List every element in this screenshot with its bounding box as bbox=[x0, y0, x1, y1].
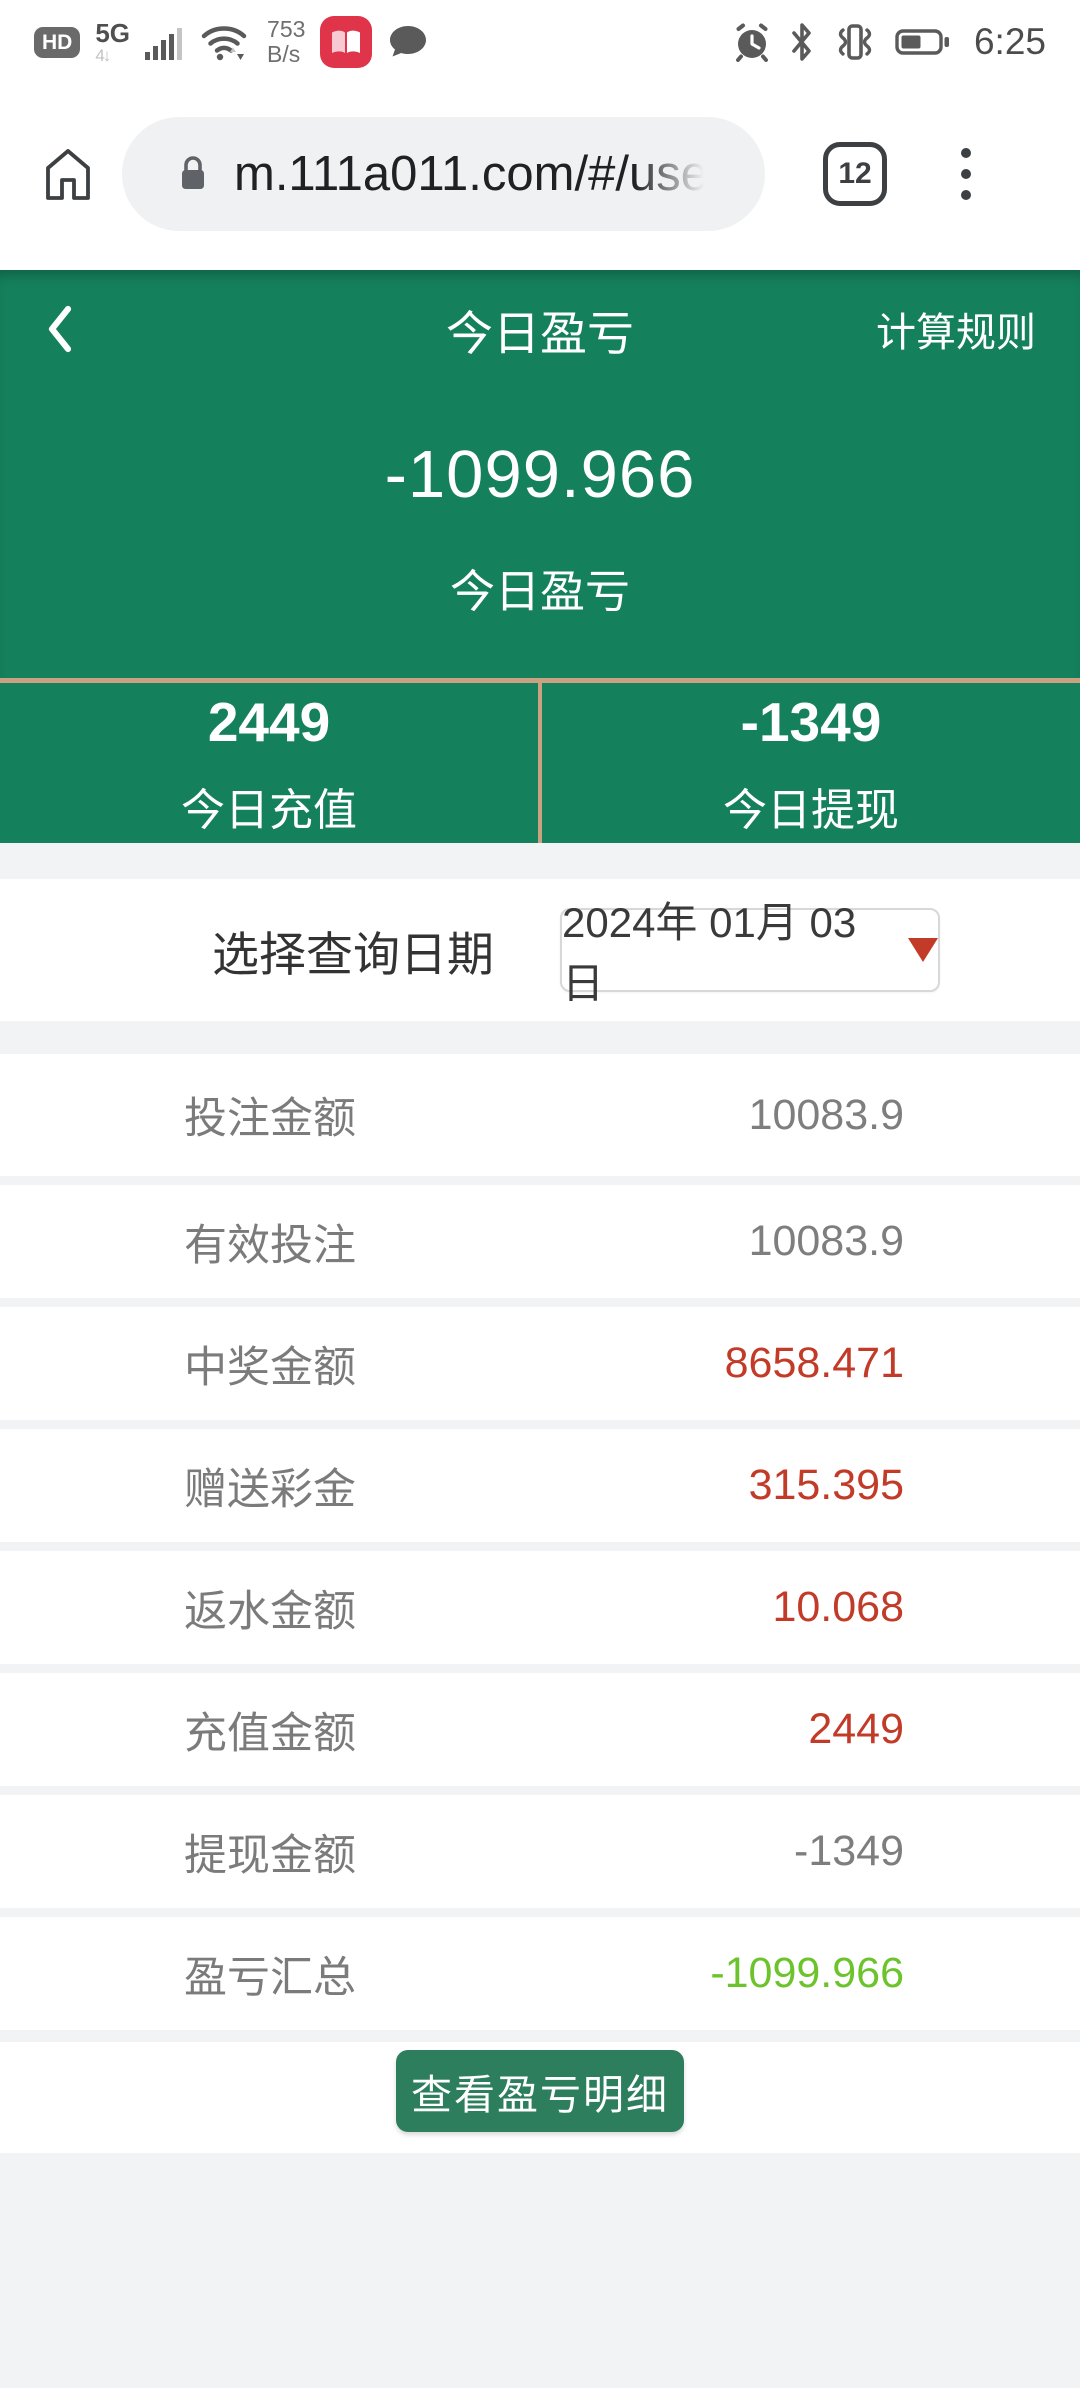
footer-spacer bbox=[0, 2153, 1080, 2388]
table-row-winnings: 中奖金额 8658.471 bbox=[0, 1298, 1080, 1420]
wifi-icon bbox=[200, 22, 248, 62]
bluetooth-icon bbox=[789, 21, 815, 63]
address-bar[interactable]: m.111a011.com/#/user bbox=[122, 117, 765, 231]
browser-toolbar: m.111a011.com/#/user 12 bbox=[0, 78, 1080, 270]
url-fade bbox=[634, 146, 704, 202]
today-deposit-label: 今日充值 bbox=[181, 786, 357, 835]
stats-vertical-divider bbox=[538, 683, 542, 843]
alarm-icon bbox=[732, 22, 772, 62]
table-row-deposit: 充值金额 2449 bbox=[0, 1664, 1080, 1786]
table-row-withdraw: 提现金额 -1349 bbox=[0, 1786, 1080, 1908]
today-deposit-value: 2449 bbox=[207, 691, 331, 753]
today-withdraw-stat: -1349 今日提现 bbox=[542, 683, 1080, 843]
home-button[interactable] bbox=[36, 142, 100, 206]
browser-menu-button[interactable] bbox=[951, 138, 981, 210]
date-select-value: 2024年 01月 03日 bbox=[562, 899, 857, 1007]
calc-rules-link[interactable]: 计算规则 bbox=[876, 311, 1036, 355]
today-withdraw-label: 今日提现 bbox=[723, 786, 899, 835]
today-stats: 2449 今日充值 -1349 今日提现 bbox=[0, 683, 1080, 843]
tan-divider bbox=[0, 678, 1080, 683]
clock-time: 6:25 bbox=[973, 21, 1046, 62]
status-right-cluster: 6:25 bbox=[732, 21, 1046, 63]
summary-table: 投注金额 10083.9 有效投注 10083.9 中奖金额 8658.471 … bbox=[0, 1054, 1080, 2030]
vibrate-icon bbox=[832, 21, 878, 63]
page-header-block: 今日盈亏 计算规则 -1099.966 今日盈亏 bbox=[0, 270, 1080, 678]
section-gap bbox=[0, 2030, 1080, 2042]
url-text: m.111a011.com/#/user bbox=[234, 146, 704, 202]
today-profit-label: 今日盈亏 bbox=[449, 566, 630, 617]
date-picker-label: 选择查询日期 bbox=[212, 927, 494, 981]
network-5g-indicator: 5G 4↓ bbox=[95, 18, 131, 65]
view-profit-detail-button[interactable]: 查看盈亏明细 bbox=[396, 2050, 684, 2132]
signal-bars-icon bbox=[145, 24, 185, 60]
date-select[interactable]: 2024年 01月 03日 bbox=[560, 899, 940, 1007]
reading-app-notification-icon bbox=[320, 16, 373, 68]
table-row-bet-amount: 投注金额 10083.9 bbox=[0, 1054, 1080, 1176]
table-row-bonus: 赠送彩金 315.395 bbox=[0, 1420, 1080, 1542]
caret-down-icon bbox=[908, 938, 938, 962]
section-gap bbox=[0, 843, 1080, 879]
section-gap bbox=[0, 1021, 1080, 1054]
chat-notification-icon bbox=[387, 23, 429, 61]
date-picker-row: 选择查询日期 2024年 01月 03日 bbox=[0, 879, 1080, 1021]
tab-switcher-button[interactable]: 12 bbox=[823, 142, 887, 206]
page-title: 今日盈亏 bbox=[446, 306, 634, 360]
app-nav-bar: 今日盈亏 计算规则 bbox=[0, 270, 1080, 388]
back-button[interactable] bbox=[44, 303, 74, 355]
hd-badge: HD bbox=[34, 26, 81, 58]
today-withdraw-value: -1349 bbox=[740, 691, 882, 753]
table-row-valid-bet: 有效投注 10083.9 bbox=[0, 1176, 1080, 1298]
battery-icon bbox=[895, 28, 951, 56]
status-bar: HD 5G 4↓ bbox=[0, 0, 1080, 78]
today-profit-amount: -1099.966 bbox=[384, 437, 696, 512]
network-speed: 753 B/s bbox=[267, 16, 306, 67]
table-row-rebate: 返水金额 10.068 bbox=[0, 1542, 1080, 1664]
hero-summary: -1099.966 今日盈亏 bbox=[0, 436, 1080, 678]
lock-icon bbox=[178, 154, 208, 194]
action-row: 查看盈亏明细 bbox=[0, 2042, 1080, 2153]
table-row-profit-total: 盈亏汇总 -1099.966 bbox=[0, 1908, 1080, 2030]
today-deposit-stat: 2449 今日充值 bbox=[0, 683, 538, 843]
status-left-cluster: HD 5G 4↓ bbox=[34, 16, 429, 68]
